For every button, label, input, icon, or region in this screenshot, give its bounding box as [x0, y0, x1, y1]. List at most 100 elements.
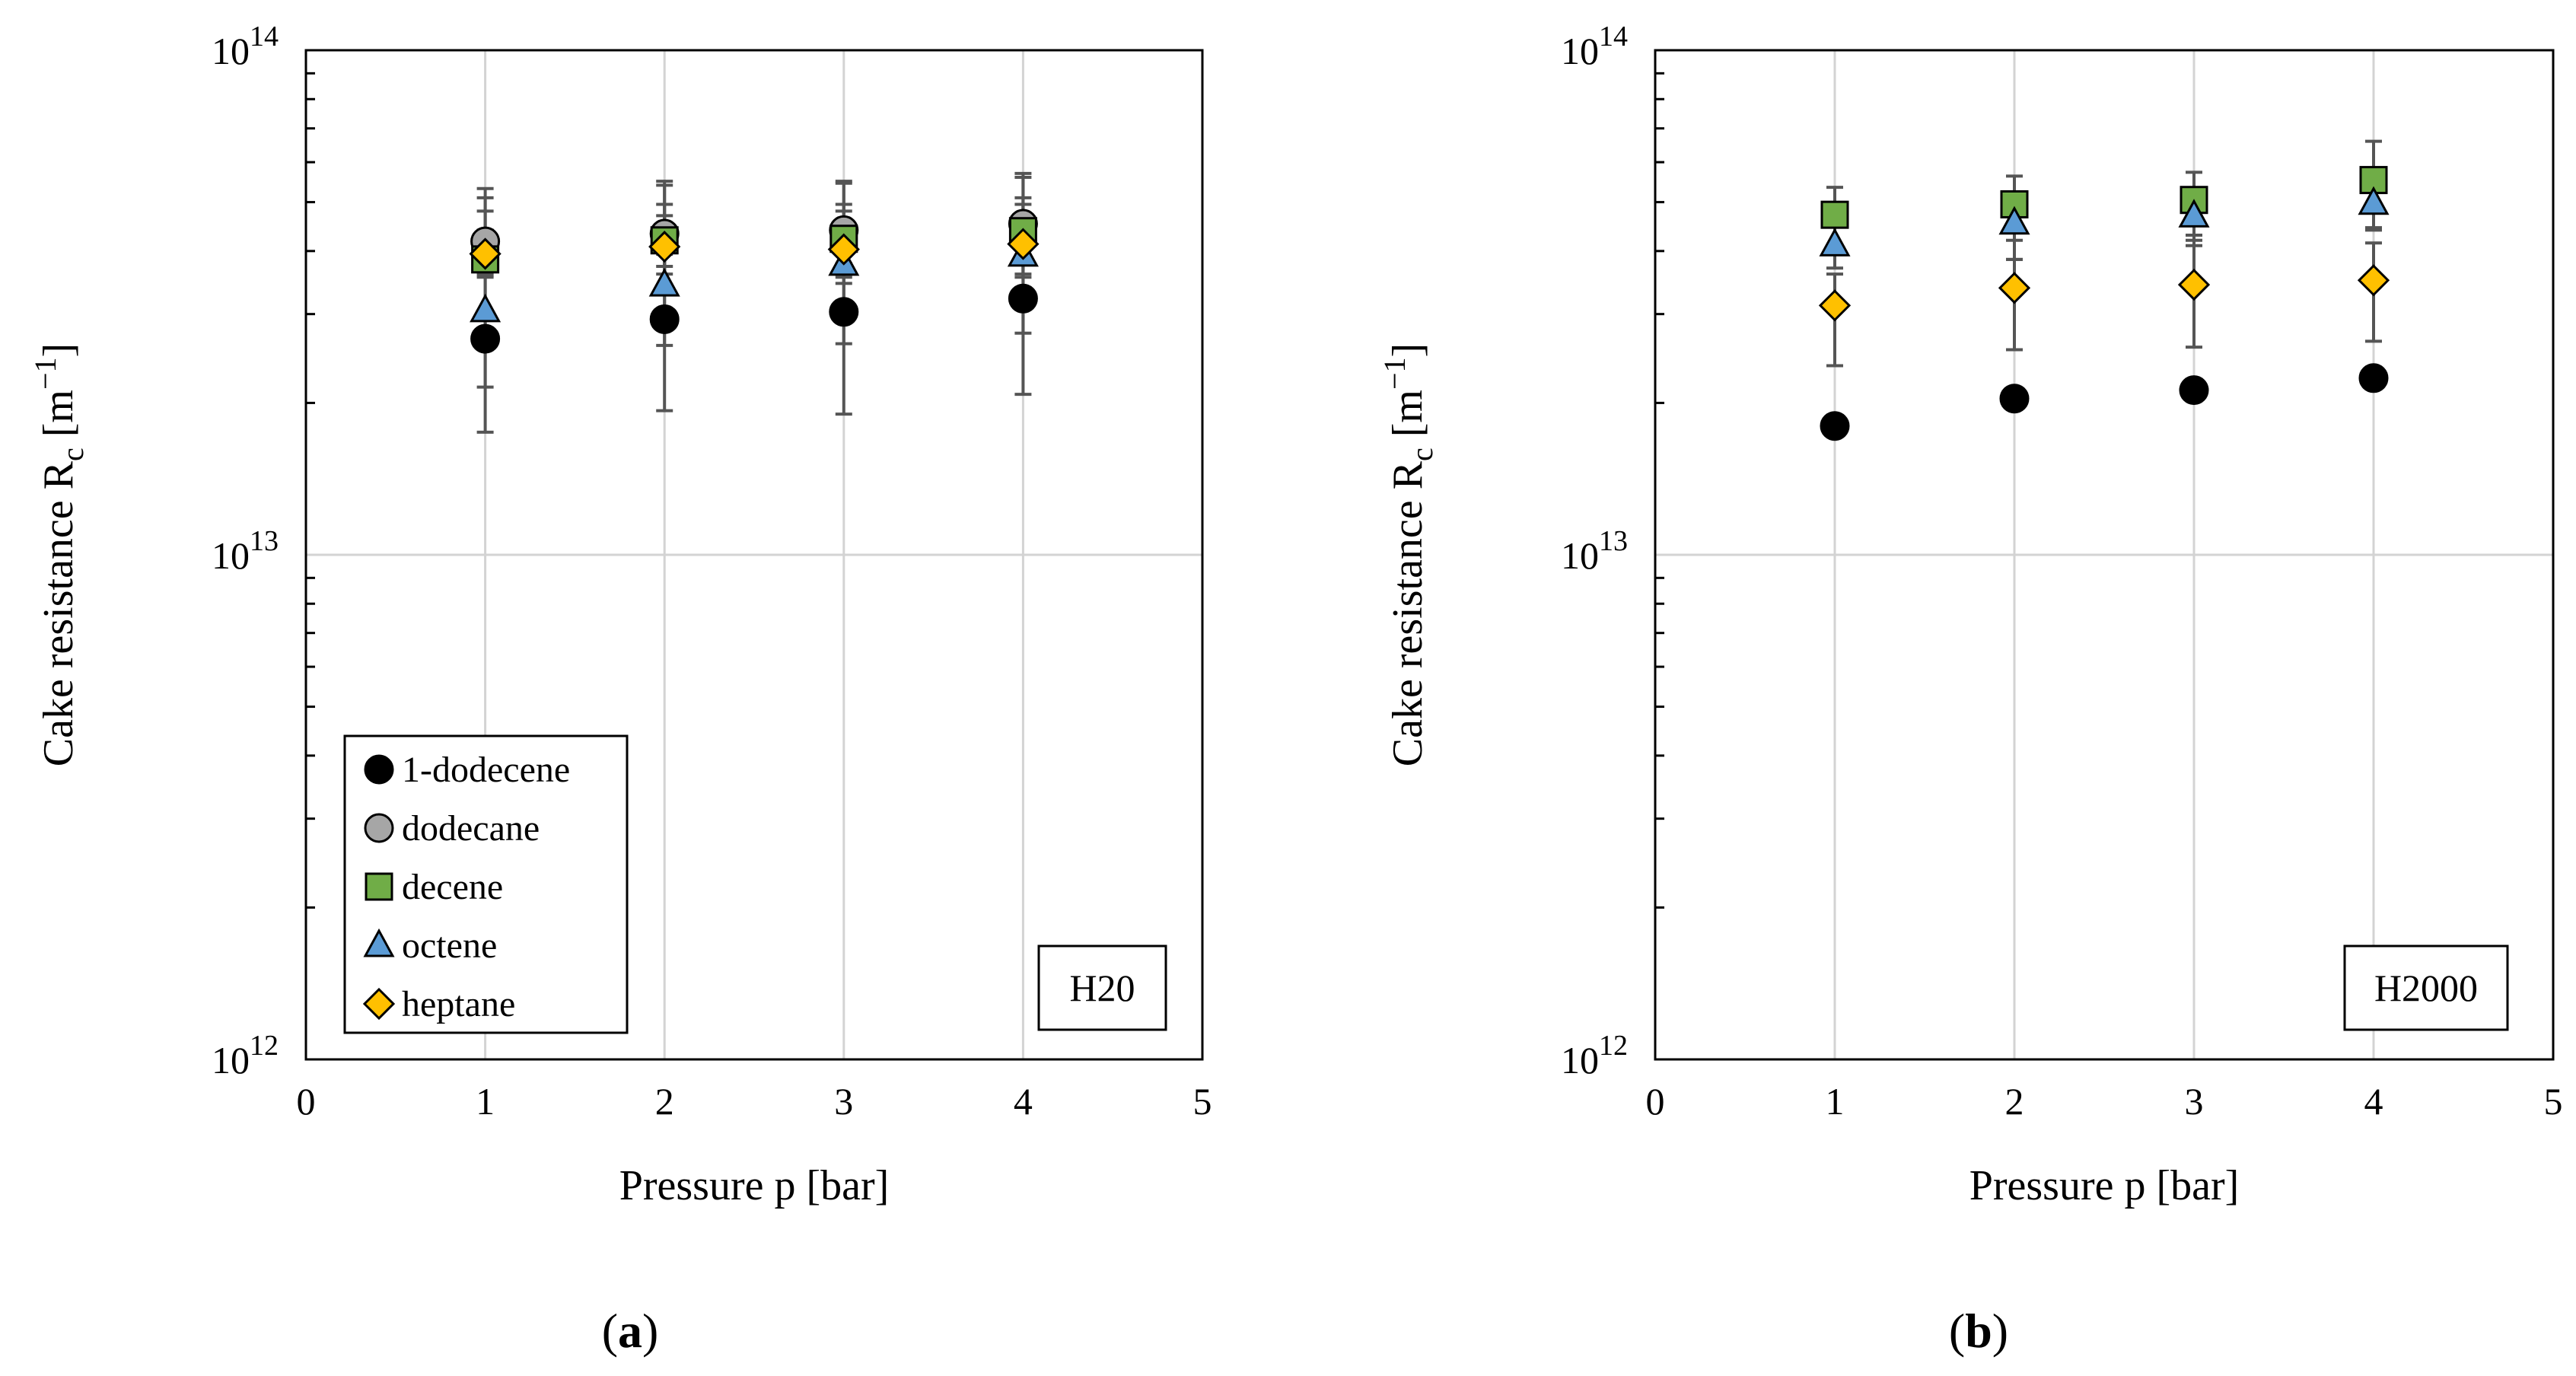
legend-marker-decene [365, 872, 393, 901]
y-axis-label-sub: c [1405, 448, 1439, 461]
point-heptane [648, 231, 681, 263]
point-heptane [1007, 228, 1040, 260]
y-tick-label: 1014 [1561, 21, 1628, 72]
y-axis-label-main: Cake resistance R [1384, 460, 1431, 766]
legend-label-heptane: heptane [402, 984, 515, 1024]
x-tick-label: 5 [2544, 1080, 2563, 1123]
point-octene [1819, 228, 1851, 256]
legend: 1-dodecene dodecane decene octene heptane [343, 734, 629, 1034]
y-tick-exponent: 13 [1599, 525, 1628, 557]
x-axis-label: Pressure p [bar] [619, 1162, 890, 1209]
x-axis-label: Pressure p [bar] [1969, 1162, 2240, 1209]
y-minor-ticks [306, 72, 315, 909]
x-tick-label: 0 [297, 1080, 316, 1123]
y-tick-exponent: 14 [250, 21, 279, 53]
point-heptane [1998, 272, 2031, 304]
panel-label-close: ) [1992, 1304, 2008, 1358]
point-heptane [1818, 289, 1852, 322]
point-1-dodecene [1999, 384, 2030, 414]
x-tick-label: 3 [834, 1080, 853, 1123]
panel-label: (b) [1949, 1304, 2008, 1358]
y-axis-label-close: ] [35, 343, 82, 358]
x-tick-label: 3 [2185, 1080, 2204, 1123]
error-bars [476, 171, 1032, 434]
gridlines [1655, 50, 2553, 1059]
panel-label-letter: b [1965, 1304, 1992, 1358]
x-tick-label: 4 [1014, 1080, 1033, 1123]
y-axis-label: Cake resistance Rc [m−1] [28, 343, 90, 766]
x-tick-label: 1 [1826, 1080, 1845, 1123]
point-heptane [827, 233, 860, 266]
x-tick-label: 1 [476, 1080, 495, 1123]
y-tick-base: 10 [212, 534, 250, 577]
y-tick-base: 10 [1561, 1039, 1599, 1081]
legend-marker-heptane [362, 987, 396, 1021]
annotation-box [1037, 944, 1167, 1031]
y-axis-label-main: Cake resistance R [35, 460, 82, 766]
y-tick-exponent: 12 [250, 1030, 279, 1062]
legend-marker-1-dodecene [364, 754, 394, 785]
panel-label-close: ) [642, 1304, 658, 1358]
point-heptane [2177, 268, 2211, 301]
plot-frame [304, 49, 1204, 1061]
legend-label-dodecane: dodecane [402, 808, 540, 849]
y-tick-exponent: 14 [1599, 21, 1628, 53]
y-axis-label-unit: [m [1384, 390, 1431, 448]
point-1-dodecene [2358, 363, 2389, 393]
x-tick-label: 2 [2005, 1080, 2024, 1123]
point-heptane [469, 237, 502, 270]
y-tick-label: 1012 [212, 1030, 279, 1081]
annotation-box [2343, 944, 2509, 1031]
y-tick-exponent: 12 [1599, 1030, 1628, 1062]
y-axis-label-sub: c [56, 448, 90, 461]
panel-label-letter: a [618, 1304, 642, 1358]
data-points [1818, 166, 2390, 441]
point-1-dodecene [829, 297, 859, 327]
point-octene [2358, 186, 2390, 215]
y-minor-ticks [1655, 72, 1664, 909]
panel-label-open: ( [1949, 1304, 1965, 1358]
x-tick-label: 4 [2364, 1080, 2383, 1123]
panel-label-open: ( [602, 1304, 618, 1358]
y-tick-exponent: 13 [250, 525, 279, 557]
y-axis-label-sup: −1 [1377, 357, 1412, 390]
y-tick-label: 1013 [212, 525, 279, 577]
legend-marker-dodecane [364, 813, 394, 843]
x-tick-label: 2 [655, 1080, 674, 1123]
y-tick-label: 1012 [1561, 1030, 1628, 1081]
y-tick-base: 10 [1561, 534, 1599, 577]
y-axis-label-sup: −1 [28, 357, 62, 390]
legend-label-1-dodecene: 1-dodecene [402, 750, 570, 790]
point-1-dodecene [470, 323, 501, 354]
point-octene [648, 267, 680, 297]
y-tick-label: 1014 [212, 21, 279, 72]
y-tick-label: 1013 [1561, 525, 1628, 577]
data-points [469, 209, 1040, 354]
y-tick-base: 10 [212, 30, 250, 72]
y-tick-base: 10 [1561, 30, 1599, 72]
point-1-dodecene [1008, 283, 1038, 314]
point-1-dodecene [649, 304, 680, 334]
point-octene [2178, 199, 2210, 228]
point-octene [1998, 205, 2030, 235]
point-decene [1820, 200, 1849, 229]
point-1-dodecene [1820, 411, 1850, 441]
legend-label-decene: decene [402, 867, 503, 907]
point-octene [470, 293, 502, 323]
y-axis-label-unit: [m [35, 390, 82, 448]
point-1-dodecene [2179, 375, 2209, 406]
annotation-text: H20 [1069, 967, 1135, 1009]
annotation-text: H2000 [2374, 967, 2478, 1009]
legend-label-octene: octene [402, 925, 497, 966]
y-axis-label: Cake resistance Rc [m−1] [1377, 343, 1439, 766]
legend-marker-octene [363, 928, 395, 957]
plot-frame [1654, 49, 2555, 1061]
point-heptane [2357, 264, 2390, 297]
x-tick-label: 0 [1646, 1080, 1665, 1123]
y-tick-base: 10 [212, 1039, 250, 1081]
error-bars [1826, 139, 2382, 368]
panel-label: (a) [602, 1304, 659, 1358]
